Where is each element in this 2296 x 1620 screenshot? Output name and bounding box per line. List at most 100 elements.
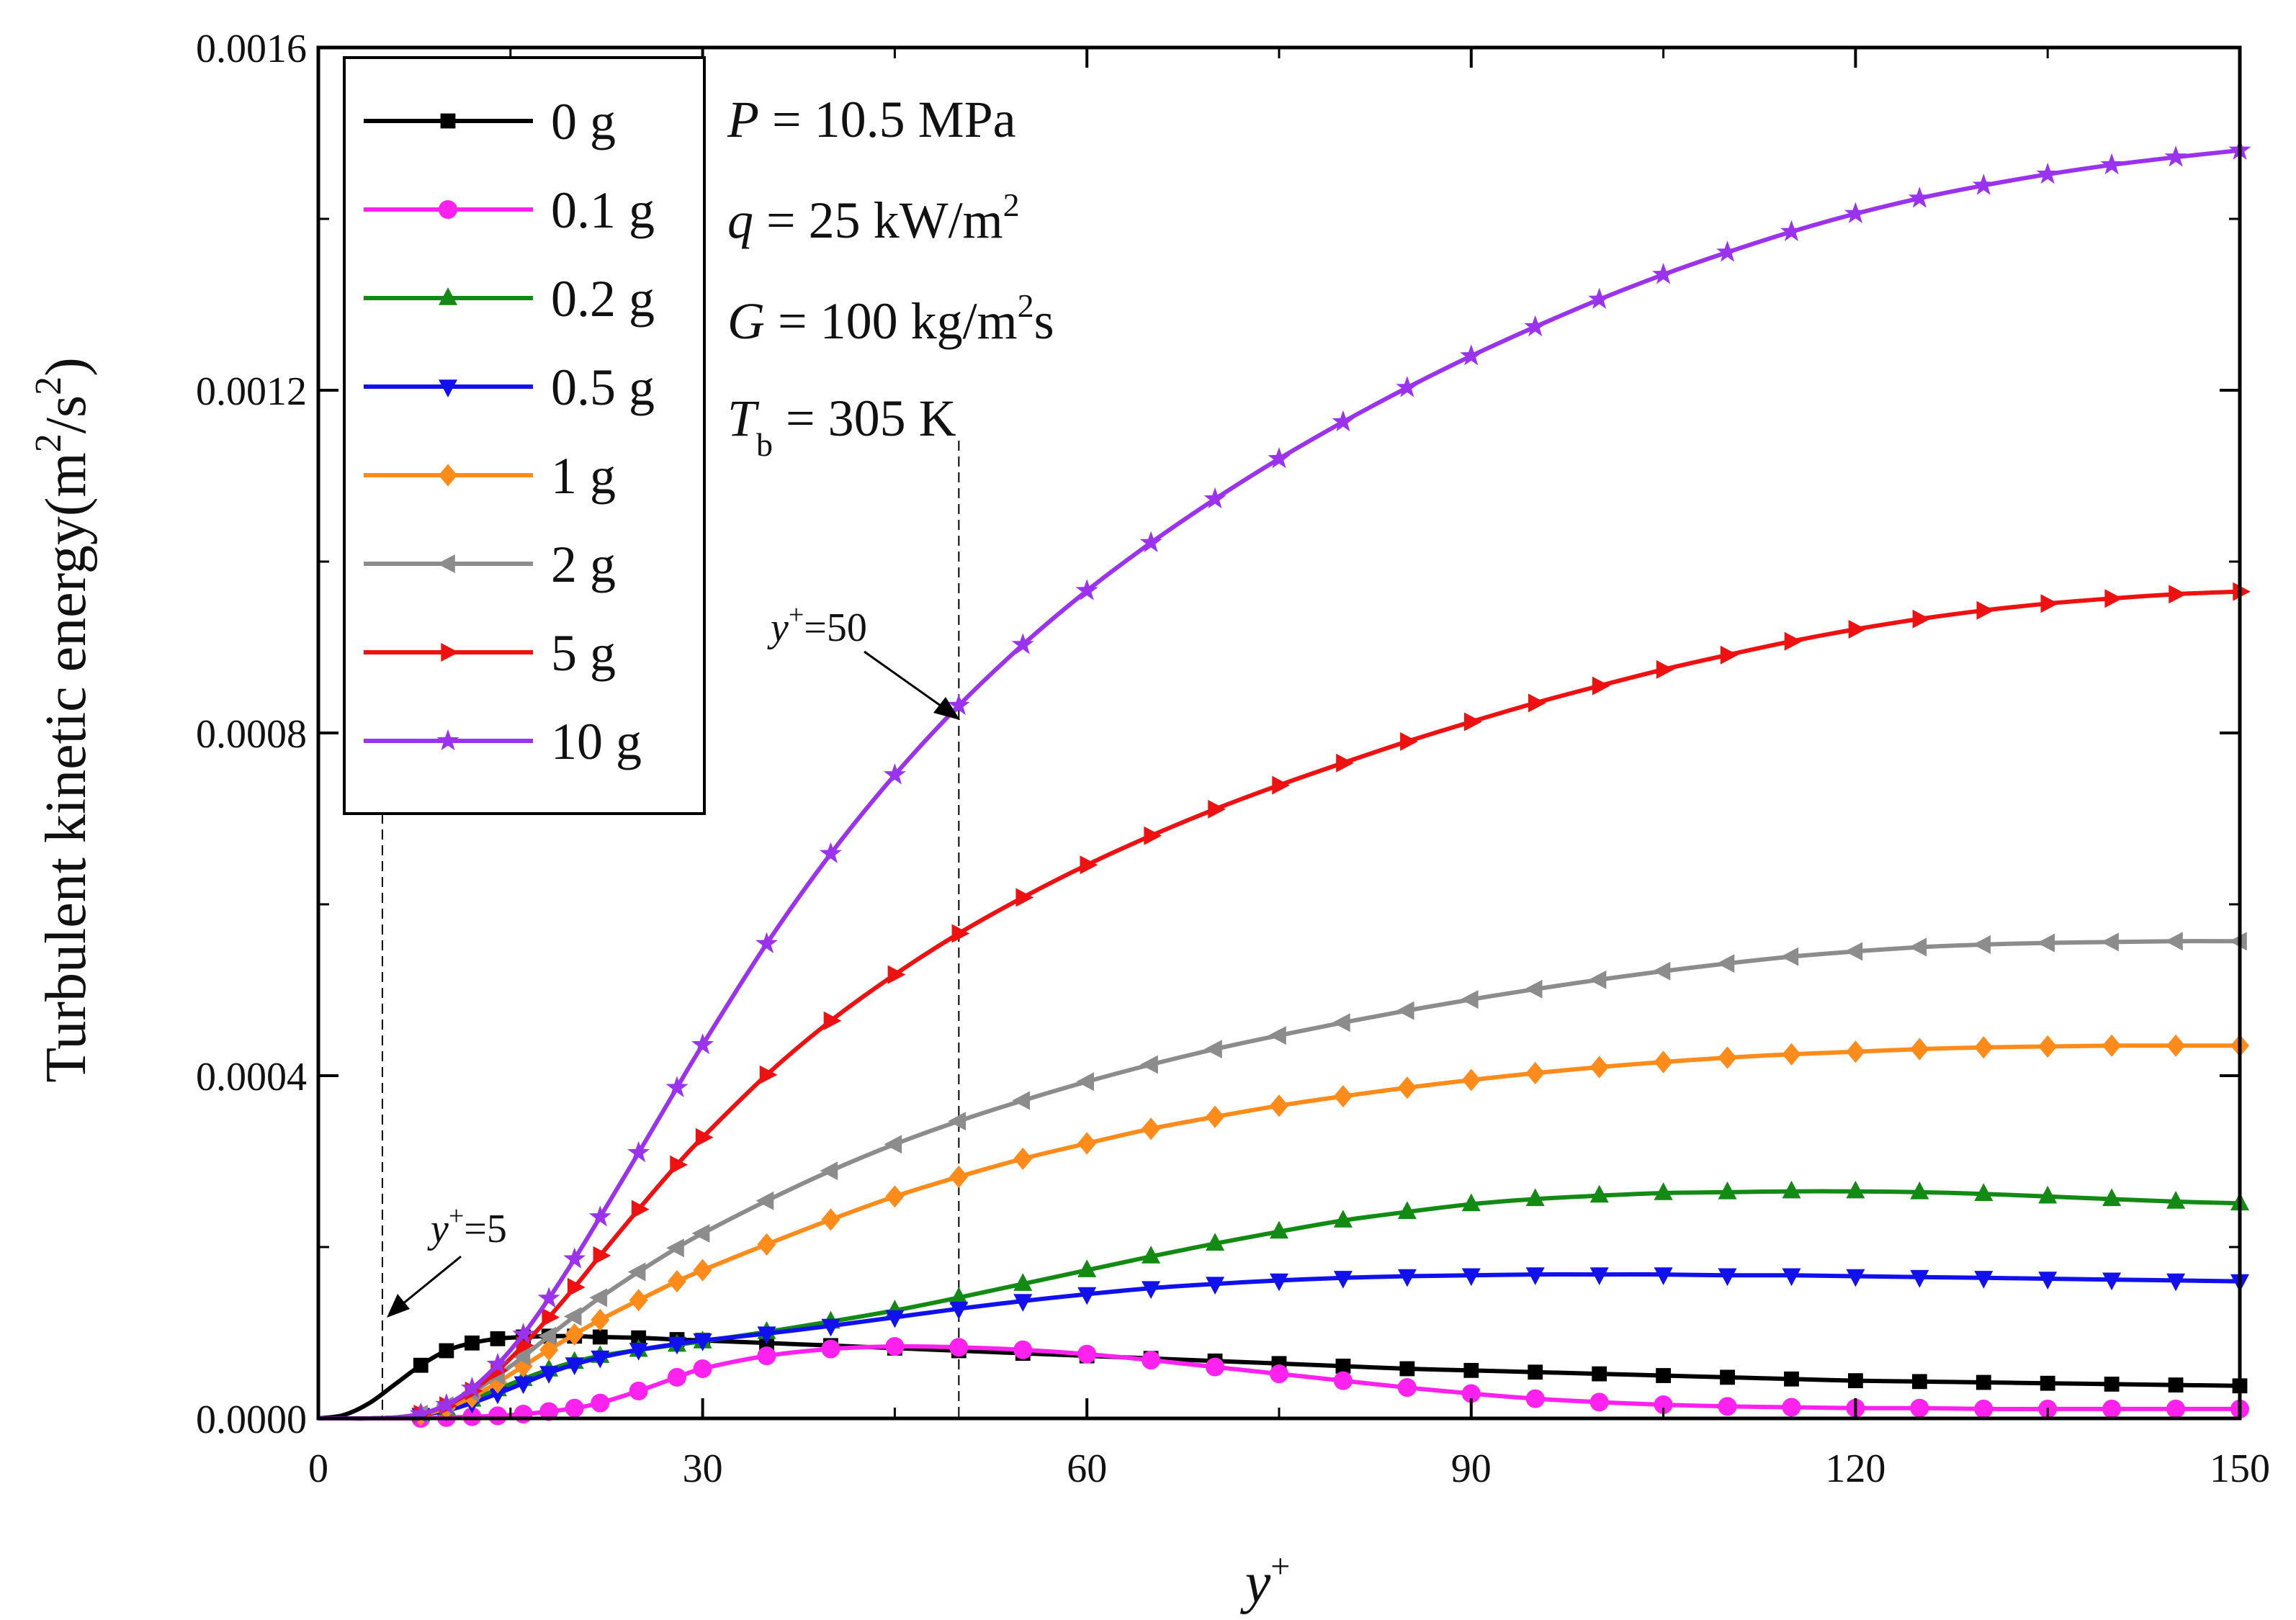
data-point: [512, 1347, 531, 1367]
annotation-label-y-plus-50: y+=50: [767, 600, 867, 650]
data-point: [1525, 1061, 1545, 1084]
data-point: [820, 842, 842, 863]
legend-swatch-marker: [441, 643, 459, 662]
data-point: [2168, 1377, 2184, 1392]
data-point: [512, 1323, 534, 1344]
legend-swatch-marker: [440, 113, 456, 129]
data-point: [693, 1259, 712, 1282]
data-point: [948, 1112, 967, 1131]
legend-label: 0.2 g: [551, 270, 655, 328]
data-point: [2037, 933, 2055, 953]
data-point: [1461, 1068, 1481, 1092]
data-point: [755, 1191, 774, 1210]
data-point: [2166, 1273, 2186, 1292]
data-point: [1848, 1373, 1863, 1389]
data-point: [2036, 162, 2059, 184]
data-point: [1461, 1268, 1481, 1287]
data-point: [565, 1398, 584, 1418]
data-point: [821, 1208, 840, 1231]
data-point: [2040, 594, 2059, 613]
data-point: [666, 1238, 684, 1258]
data-point: [1589, 1184, 1609, 1203]
legend-label: 0.1 g: [551, 181, 655, 239]
data-point: [755, 932, 778, 953]
data-point: [2038, 1185, 2058, 1204]
data-point: [1270, 1220, 1288, 1239]
data-point: [885, 1185, 905, 1208]
data-point: [1333, 1371, 1353, 1390]
series-layer: [318, 138, 2251, 1428]
data-point: [1846, 1180, 1865, 1199]
axes: 0 30 60 90 120 150 0.0000 0.0004 0.0008 0.0012 0.0…: [196, 27, 2270, 1491]
data-point: [2233, 582, 2251, 601]
data-point: [1076, 1072, 1094, 1092]
annotation-label-y-plus-5: y+=5: [427, 1201, 507, 1251]
x-tick-label: 0: [308, 1446, 328, 1491]
data-point: [1332, 410, 1355, 432]
data-point: [1912, 609, 1931, 629]
annotation-arrow-y-plus-5: [394, 1255, 462, 1312]
data-point: [695, 1128, 714, 1147]
legend: 0 g 0.1 g 0.2 g 0.5 g 1 g 2 g 5 g 10 g: [343, 56, 706, 815]
data-point: [1080, 855, 1098, 875]
data-point: [1525, 1267, 1545, 1285]
data-point: [2104, 1377, 2120, 1392]
data-point: [885, 1337, 905, 1356]
x-tick-label: 30: [683, 1446, 723, 1491]
data-point: [1142, 1117, 1161, 1140]
data-point: [1272, 775, 1290, 795]
annotation-arrow-y-plus-50: [864, 650, 951, 714]
data-point: [823, 1011, 842, 1030]
data-point: [1654, 1395, 1673, 1414]
data-point: [1525, 1188, 1545, 1207]
annotation-y-plus-5: y+=5: [387, 1201, 507, 1318]
data-point: [693, 1333, 712, 1351]
data-point: [2104, 589, 2123, 608]
legend-item: 10 g: [364, 713, 642, 770]
data-point: [1844, 202, 1867, 223]
data-point: [668, 1336, 686, 1355]
data-point: [821, 1318, 840, 1337]
data-point: [1716, 240, 1739, 262]
data-point: [1396, 376, 1419, 397]
y-tick-label: 0.0016: [196, 27, 307, 71]
legend-label: 10 g: [551, 713, 642, 770]
data-point: [627, 1140, 650, 1163]
data-point: [1333, 1271, 1353, 1289]
legend-item: 5 g: [364, 624, 616, 682]
data-point: [1206, 1357, 1225, 1377]
data-point: [591, 1393, 610, 1413]
x-tick-label: 120: [1825, 1446, 1885, 1491]
y-axis-label: Turbulent kinetic energy(m2/s2): [28, 357, 98, 1082]
data-point: [1400, 732, 1418, 751]
legend-item: 0.5 g: [364, 359, 655, 416]
data-point: [1270, 1094, 1288, 1117]
data-point: [1335, 1359, 1351, 1374]
data-point: [2038, 1035, 2058, 1058]
data-point: [668, 1270, 686, 1293]
data-point: [1974, 1271, 1994, 1289]
annotation-arrowhead-y-plus-5: [387, 1294, 410, 1318]
condition-mass-flux: G = 100 kg/m2s: [727, 287, 1054, 350]
data-point: [1528, 1364, 1543, 1380]
legend-label: 5 g: [551, 624, 616, 682]
data-point: [627, 1262, 646, 1282]
data-point: [1589, 1392, 1609, 1412]
data-point: [1336, 753, 1354, 773]
data-point: [1589, 1267, 1609, 1285]
data-point: [1910, 1398, 1929, 1418]
data-point: [1782, 1043, 1801, 1066]
guide-lines: [381, 441, 960, 1418]
data-point: [757, 1346, 776, 1366]
data-point: [488, 1371, 507, 1394]
data-point: [592, 1329, 608, 1345]
data-point: [1718, 1268, 1737, 1287]
data-point: [1463, 1362, 1479, 1378]
data-point: [1077, 1259, 1097, 1277]
data-point: [2040, 1375, 2055, 1391]
data-point: [1784, 1371, 1799, 1387]
data-point: [1208, 799, 1226, 819]
data-point: [591, 1308, 610, 1331]
data-point: [1013, 1273, 1033, 1291]
